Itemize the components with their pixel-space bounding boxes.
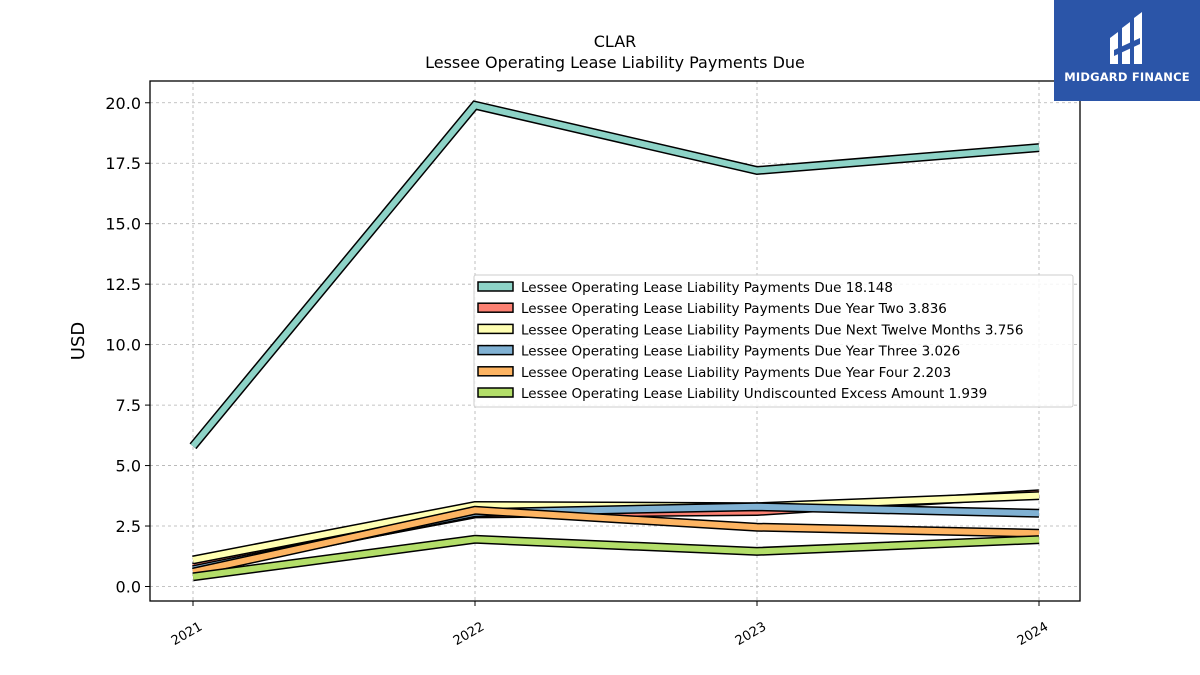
- x-tick-label: 2022: [451, 619, 487, 649]
- chart-title: CLAR: [594, 32, 637, 51]
- x-tick-label: 2023: [733, 619, 769, 649]
- y-axis-label: USD: [68, 322, 89, 360]
- chart-subtitle: Lessee Operating Lease Liability Payment…: [425, 53, 805, 72]
- x-tick-label: 2024: [1015, 619, 1051, 649]
- legend-swatch: [477, 387, 514, 398]
- legend-entry: Lessee Operating Lease Liability Undisco…: [521, 386, 987, 402]
- legend-swatch: [477, 323, 514, 335]
- plot-frame: [149, 80, 1081, 602]
- legend-entry: Lessee Operating Lease Liability Payment…: [521, 344, 960, 360]
- y-tick-label: 17.5: [105, 154, 141, 173]
- legend-entry: Lessee Operating Lease Liability Payment…: [521, 280, 893, 296]
- y-tick-label: 15.0: [105, 215, 141, 234]
- y-axis-ticks: 0.0 2.5 5.0 7.5 10.0 12.5 15.0 17.5 20.0: [105, 94, 150, 596]
- y-tick-label: 12.5: [105, 275, 141, 294]
- series-stroke: [192, 536, 1040, 580]
- legend-entry: Lessee Operating Lease Liability Payment…: [521, 365, 951, 381]
- series-stroke: [192, 507, 1040, 575]
- midgard-finance-logo: MIDGARD FINANCE: [1054, 0, 1200, 101]
- y-tick-label: 5.0: [116, 457, 141, 476]
- logo-mark-icon: [1110, 12, 1142, 64]
- legend: Lessee Operating Lease Liability Payment…: [473, 274, 1074, 408]
- y-tick-label: 20.0: [105, 94, 141, 113]
- series-line: [192, 505, 1040, 577]
- legend-box: [473, 274, 1074, 408]
- x-tick-label: 2021: [169, 619, 205, 649]
- series-lines: [189, 100, 1040, 582]
- series-line: [189, 100, 1040, 450]
- legend-entry: Lessee Operating Lease Liability Payment…: [521, 301, 947, 317]
- legend-swatch: [477, 302, 514, 313]
- legend-swatch: [477, 344, 514, 356]
- x-axis-ticks: 2021 2022 2023 2024: [169, 601, 1051, 649]
- y-tick-label: 7.5: [116, 396, 141, 415]
- legend-swatch: [477, 366, 514, 377]
- y-tick-label: 10.0: [105, 336, 141, 355]
- y-tick-label: 2.5: [116, 517, 141, 536]
- series-line: [192, 534, 1040, 582]
- legend-swatch: [477, 281, 514, 292]
- legend-entry: Lessee Operating Lease Liability Payment…: [521, 322, 1023, 338]
- series-stroke: [190, 101, 1040, 449]
- y-tick-label: 0.0: [116, 577, 141, 596]
- logo-text: MIDGARD FINANCE: [1064, 70, 1190, 84]
